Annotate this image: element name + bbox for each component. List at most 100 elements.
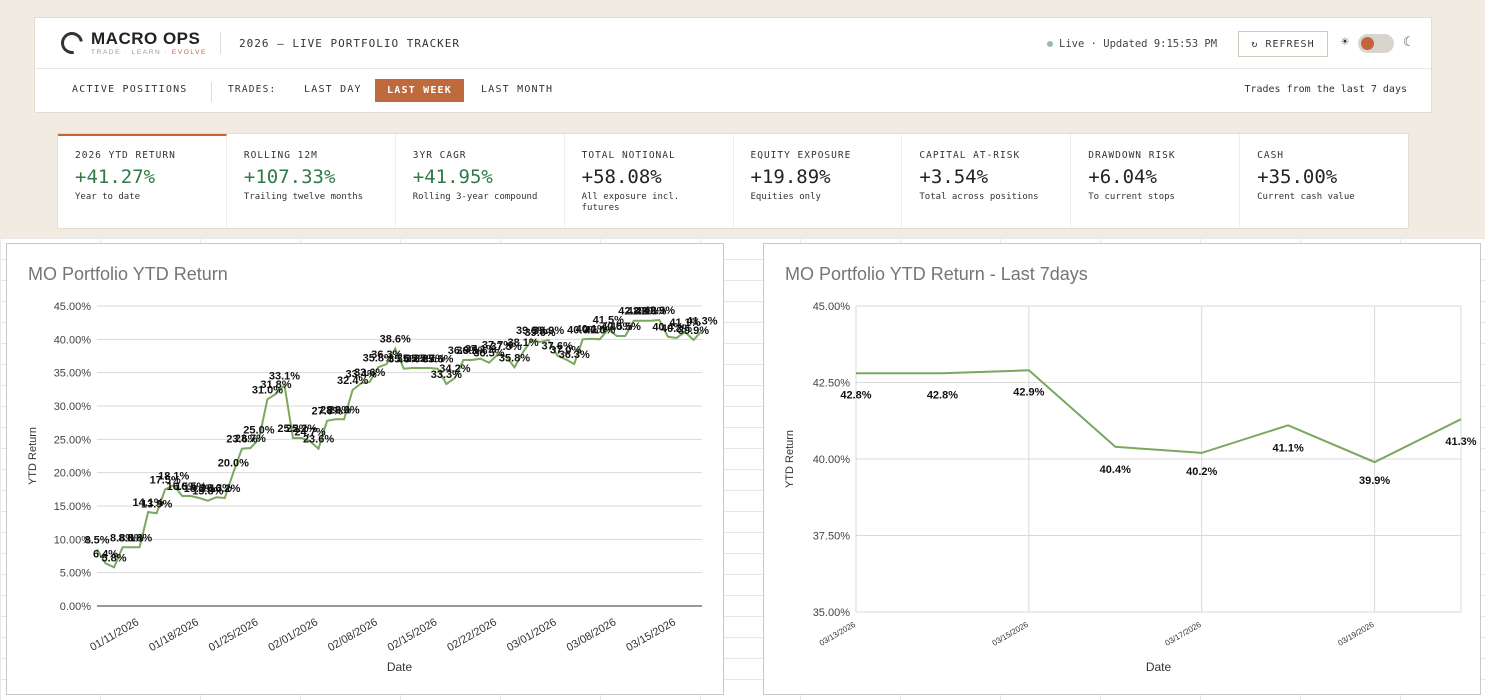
y-tick-label: 40.00% [813,454,851,466]
stat-subtitle: Year to date [75,192,141,202]
y-tick-label: 15.00% [54,501,92,513]
data-label: 8.5% [84,534,109,546]
stat-label: 2026 YTD RETURN [75,150,176,161]
data-label: 39.9% [1359,475,1390,487]
data-label: 40.5% [601,321,632,333]
data-label: 28.0% [329,404,360,416]
data-label: 42.8% [627,306,658,318]
data-label: 28.0% [320,404,351,416]
data-label: 41.3% [686,316,717,328]
x-tick-label: 03/17/2026 [1164,620,1204,648]
x-tick-label: 03/19/2026 [1336,620,1376,648]
data-label: 23.7% [235,433,266,445]
x-tick-label: 03/15/2026 [991,620,1031,648]
stat-value: +35.00% [1257,166,1338,188]
stat-subtitle: All exposure incl. futures [581,192,680,213]
data-label: 17.5% [150,474,181,486]
tab-active-positions[interactable]: ACTIVE POSITIONS [72,84,188,95]
stat-value: +41.27% [75,166,156,188]
data-label: 42.8% [618,306,649,318]
data-label: 33.6% [354,367,385,379]
stat-value: +107.33% [243,166,336,188]
stat-card: CAPITAL AT-RISK +3.54% Total across positi… [902,134,1072,228]
y-tick-label: 10.00% [54,534,92,546]
stat-subtitle: Equities only [750,192,821,202]
y-tick-label: 40.00% [54,334,92,346]
series-line [96,318,703,569]
live-dot-icon [1047,41,1053,47]
tab-last-day[interactable]: LAST DAY [304,84,362,95]
data-label: 35.7% [414,353,445,365]
x-tick-label: 02/08/2026 [326,616,380,654]
data-label: 16.2% [209,483,240,495]
data-label: 5.8% [102,552,127,564]
data-label: 36.5% [473,348,504,360]
data-label: 37.0% [550,344,581,356]
data-label: 41.3% [1445,436,1476,448]
data-label: 32.4% [337,375,368,387]
data-label: 40.0% [567,324,598,336]
macro-ops-logo[interactable]: MACRO OPS TRADE · LEARN · EVOLVE [56,27,207,59]
data-label: 37.6% [542,340,573,352]
data-label: 16.3% [201,482,232,494]
data-label: 24.7% [294,426,325,438]
data-label: 8.8% [110,532,135,544]
data-label: 33.4% [346,368,377,380]
data-label: 42.9% [1013,386,1044,398]
data-label: 34.2% [439,363,470,375]
data-label: 15.8% [192,486,223,498]
stat-subtitle: Rolling 3-year compound [412,192,538,202]
data-label: 23.6% [226,434,257,446]
data-label: 36.9% [456,345,487,357]
data-label: 25.0% [243,424,274,436]
data-label: 6.4% [93,548,118,560]
stat-value: +3.54% [919,166,989,188]
stat-subtitle: Current cash value [1257,192,1355,202]
last-7days-chart-svg: 35.00% 37.50% 40.00% 42.50% 45.00% 03/13/2026… [784,301,1477,674]
data-label: 35.8% [499,352,530,364]
last-7days-chart[interactable]: MO Portfolio YTD Return - Last 7days 35.… [763,243,1481,695]
stat-label: DRAWDOWN RISK [1088,150,1176,161]
data-label: 42.8% [635,306,666,318]
refresh-button[interactable]: ↻ REFRESH [1238,31,1328,57]
stat-label: ROLLING 12M [243,150,318,161]
data-label: 31.0% [252,384,283,396]
y-tick-label: 35.00% [813,607,851,619]
data-label: 16.5% [167,481,198,493]
y-axis-label: YTD Return [27,427,39,485]
stat-card: 3YR CAGR +41.95% Rolling 3-year compound [396,134,565,228]
x-tick-label: 01/11/2026 [88,616,141,654]
ytd-chart[interactable]: MO Portfolio YTD Return 0.00% 5.00% 10.00%… [6,243,724,695]
trades-label: TRADES: [228,84,277,95]
tab-last-month[interactable]: LAST MONTH [481,84,554,95]
y-tick-label: 5.00% [60,568,91,580]
data-label: 35.7% [405,353,436,365]
page-title: 2026 — LIVE PORTFOLIO TRACKER [239,37,461,50]
tab-last-week[interactable]: LAST WEEK [375,79,464,102]
moon-icon: ☾ [1403,35,1411,50]
data-label: 36.3% [559,349,590,361]
x-tick-label: 03/13/2026 [818,620,858,648]
data-label: 35.8% [363,352,394,364]
x-axis-label: Date [1146,660,1172,674]
logo-ring-icon [56,27,88,59]
data-label: 38.6% [380,334,411,346]
stat-value: +6.04% [1088,166,1157,188]
data-label: 39.9% [533,325,564,337]
x-tick-label: 03/08/2026 [565,616,619,654]
data-label: 40.2% [1186,466,1217,478]
data-label: 40.2% [661,323,692,335]
data-label: 35.6% [422,354,453,366]
sun-icon: ☀ [1341,35,1349,50]
data-label: 18.1% [158,470,189,482]
theme-toggle[interactable] [1358,34,1394,53]
data-label: 42.9% [644,305,675,317]
stat-card: CASH +35.00% Current cash value [1240,134,1408,228]
y-axis-label: YTD Return [784,430,796,488]
y-tick-label: 20.00% [54,468,92,480]
data-label: 40.4% [1100,464,1131,476]
data-label: 40.5% [610,321,641,333]
data-label: 36.3% [371,349,402,361]
data-label: 41.5% [593,314,624,326]
stat-card: DRAWDOWN RISK +6.04% To current stops [1071,134,1241,228]
